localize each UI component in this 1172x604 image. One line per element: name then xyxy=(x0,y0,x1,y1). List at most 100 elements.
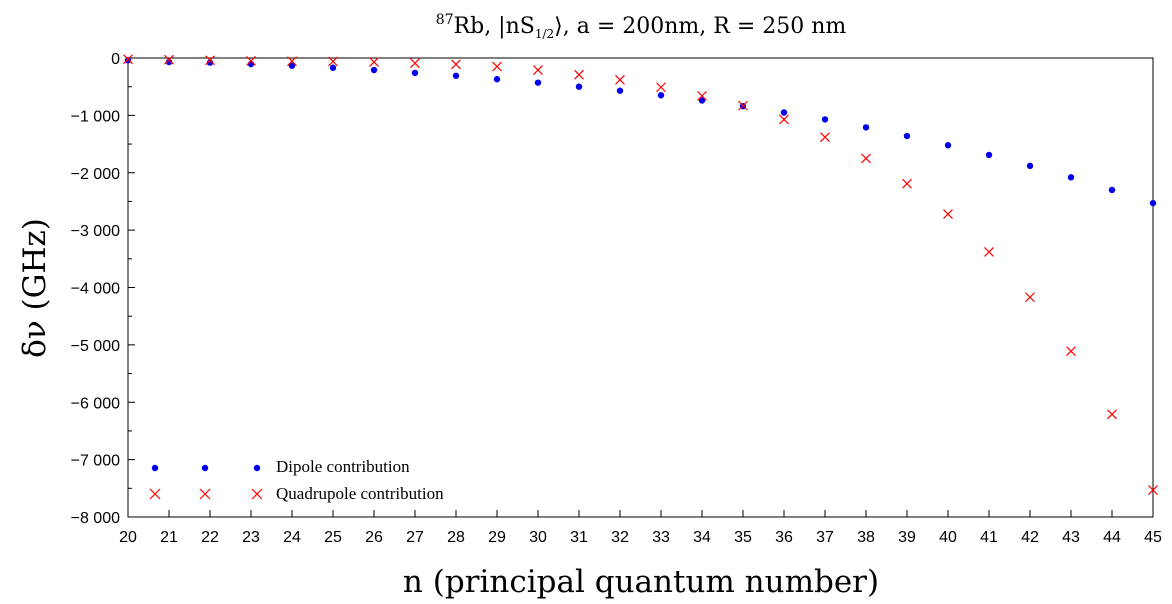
dipole-point xyxy=(165,58,173,66)
legend: Dipole contribution Quadrupole contribut… xyxy=(149,457,444,503)
quadrupole-point xyxy=(328,56,338,67)
x-tick-label: 41 xyxy=(980,529,998,546)
legend-dipole-marker xyxy=(201,464,209,472)
dipole-point xyxy=(493,76,501,83)
dipole-point xyxy=(1108,186,1116,194)
legend-quadrupole-marker xyxy=(199,488,211,500)
x-tick-label: 21 xyxy=(160,529,178,546)
quadrupole-point xyxy=(738,100,748,111)
quadrupole-point xyxy=(287,56,297,67)
dipole-point xyxy=(657,92,665,99)
y-tick-label: −7 000 xyxy=(71,453,120,470)
x-tick-label: 42 xyxy=(1021,529,1039,546)
dipole-point xyxy=(534,79,542,86)
x-tick-label: 36 xyxy=(775,529,793,546)
x-tick-label: 38 xyxy=(857,529,875,546)
quadrupole-point xyxy=(656,82,666,93)
legend-quadrupole-marker xyxy=(251,488,263,500)
dipole-point xyxy=(903,132,911,140)
legend-dipole-marker xyxy=(253,464,261,472)
dipole-point xyxy=(575,83,583,90)
x-tick-label: 29 xyxy=(488,529,506,546)
chart-title: 87Rb, |nS1/2⟩, a = 200nm, R = 250 nm xyxy=(436,12,847,41)
quadrupole-point xyxy=(984,247,994,257)
legend-dipole-markers xyxy=(151,464,261,472)
x-tick-label: 25 xyxy=(324,529,342,546)
quadrupole-point xyxy=(123,54,133,65)
x-tick-label: 43 xyxy=(1062,529,1080,546)
x-tick-label: 44 xyxy=(1103,529,1121,546)
x-tick-label: 20 xyxy=(119,529,137,546)
quadrupole-point xyxy=(1066,346,1076,357)
quadrupole-point xyxy=(1107,409,1117,420)
y-tick-label: −8 000 xyxy=(71,510,120,527)
x-tick-label: 23 xyxy=(242,529,260,546)
dipole-point xyxy=(411,69,419,77)
legend-dipole-label: Dipole contribution xyxy=(276,457,410,476)
x-tick-label: 30 xyxy=(529,529,547,546)
dipole-point xyxy=(944,142,952,149)
chart-title-superscript: 87 xyxy=(436,12,454,28)
quadrupole-point xyxy=(410,58,420,69)
legend-dipole-marker xyxy=(151,464,159,472)
series-quadrupole xyxy=(123,54,1158,495)
x-axis-label: n (principal quantum number) xyxy=(403,564,879,600)
x-tick-label: 45 xyxy=(1144,529,1162,546)
quadrupole-point xyxy=(697,90,707,101)
quadrupole-point xyxy=(492,61,502,72)
quadrupole-point xyxy=(861,153,871,164)
quadrupole-point xyxy=(820,132,830,143)
y-tick-label: −6 000 xyxy=(71,395,120,412)
x-tick-label: 26 xyxy=(365,529,383,546)
quadrupole-point xyxy=(1148,485,1158,495)
dipole-point xyxy=(698,97,706,104)
legend-quadrupole-marker xyxy=(149,488,161,500)
plot-frame xyxy=(127,57,1154,518)
series-layer xyxy=(123,54,1158,495)
quadrupole-point xyxy=(574,69,584,80)
x-tick-label: 33 xyxy=(652,529,670,546)
x-tick-label: 24 xyxy=(283,529,301,546)
quadrupole-point xyxy=(779,114,789,125)
chart-title-tail: ⟩, a = 200nm, R = 250 nm xyxy=(554,14,846,39)
x-tick-label: 32 xyxy=(611,529,629,546)
dipole-point xyxy=(821,116,829,123)
y-tick-label: −4 000 xyxy=(71,281,120,298)
dipole-point xyxy=(288,62,296,69)
dipole-point xyxy=(370,66,378,74)
y-tick-label: −3 000 xyxy=(71,223,120,240)
dipole-point xyxy=(1026,162,1034,170)
x-tick-label: 37 xyxy=(816,529,834,546)
quadrupole-point xyxy=(246,55,256,66)
y-tick-label: −2 000 xyxy=(71,166,120,183)
quadrupole-point xyxy=(615,74,625,85)
quadrupole-point xyxy=(1025,292,1035,303)
dipole-point xyxy=(780,109,788,116)
y-tick-label: −5 000 xyxy=(71,338,120,355)
quadrupole-point xyxy=(164,54,174,65)
series-dipole xyxy=(124,57,1157,207)
dipole-point xyxy=(1067,174,1075,181)
dipole-point xyxy=(1149,199,1157,207)
dipole-point xyxy=(985,151,993,159)
chart-title-main: Rb, |nS xyxy=(454,14,535,39)
quadrupole-point xyxy=(205,55,215,66)
x-tick-label: 35 xyxy=(734,529,752,546)
x-tick-label: 31 xyxy=(570,529,588,546)
x-tick-label: 39 xyxy=(898,529,916,546)
quadrupole-point xyxy=(943,209,953,219)
quadrupole-point xyxy=(369,57,379,67)
quadrupole-point xyxy=(451,59,461,70)
y-axis: 0 −1 000 −2 000 −3 000 −4 000 −5 000 −6 000 −7 … xyxy=(71,51,135,527)
legend-quadrupole-markers xyxy=(149,488,263,500)
dipole-point xyxy=(124,57,132,64)
x-tick-label: 22 xyxy=(201,529,219,546)
dipole-point xyxy=(206,59,214,66)
x-tick-label: 40 xyxy=(939,529,957,546)
x-axis: 20 21 22 23 24 25 26 27 28 29 30 31 32 33 34 35 36 37 38 39… xyxy=(119,510,1162,546)
quadrupole-point xyxy=(533,65,543,75)
chart-title-subscript: 1/2 xyxy=(535,27,554,41)
x-tick-label: 27 xyxy=(406,529,424,546)
dipole-point xyxy=(247,60,255,68)
